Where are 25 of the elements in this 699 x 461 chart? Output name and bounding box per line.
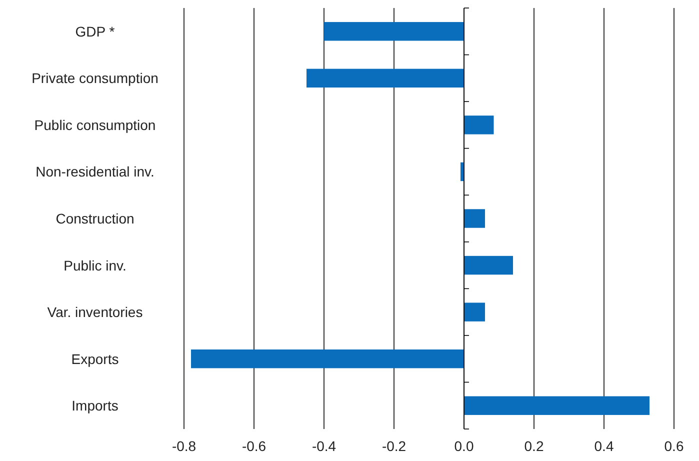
y-tick-label: Imports (72, 398, 118, 414)
x-tick-label: -0.2 (382, 438, 406, 454)
y-tick-label: Public consumption (34, 116, 156, 133)
bar (464, 302, 485, 322)
bar (464, 396, 650, 415)
x-tick-label: 0.0 (454, 438, 474, 454)
y-tick-label: Exports (71, 350, 119, 367)
x-tick-label: -0.8 (172, 438, 196, 454)
y-tick-label: Public inv. (64, 257, 126, 274)
bar (191, 349, 464, 368)
x-tick-label: 0.2 (524, 438, 544, 454)
bar (464, 116, 494, 134)
bar (464, 256, 513, 275)
y-tick-label: Non-residential inv. (36, 164, 154, 180)
y-tick-label: GDP * (75, 23, 116, 40)
x-tick-label: 0.4 (594, 438, 614, 454)
bar (464, 209, 485, 228)
bar (324, 22, 464, 41)
bar (306, 68, 464, 88)
y-tick-label: Construction (56, 210, 134, 226)
y-tick-label: Private consumption (32, 70, 158, 86)
y-tick-label: Var. inventories (47, 304, 143, 320)
x-tick-label: 0.6 (664, 438, 684, 454)
x-tick-label: -0.6 (242, 438, 266, 454)
x-tick-label: -0.4 (312, 438, 336, 454)
